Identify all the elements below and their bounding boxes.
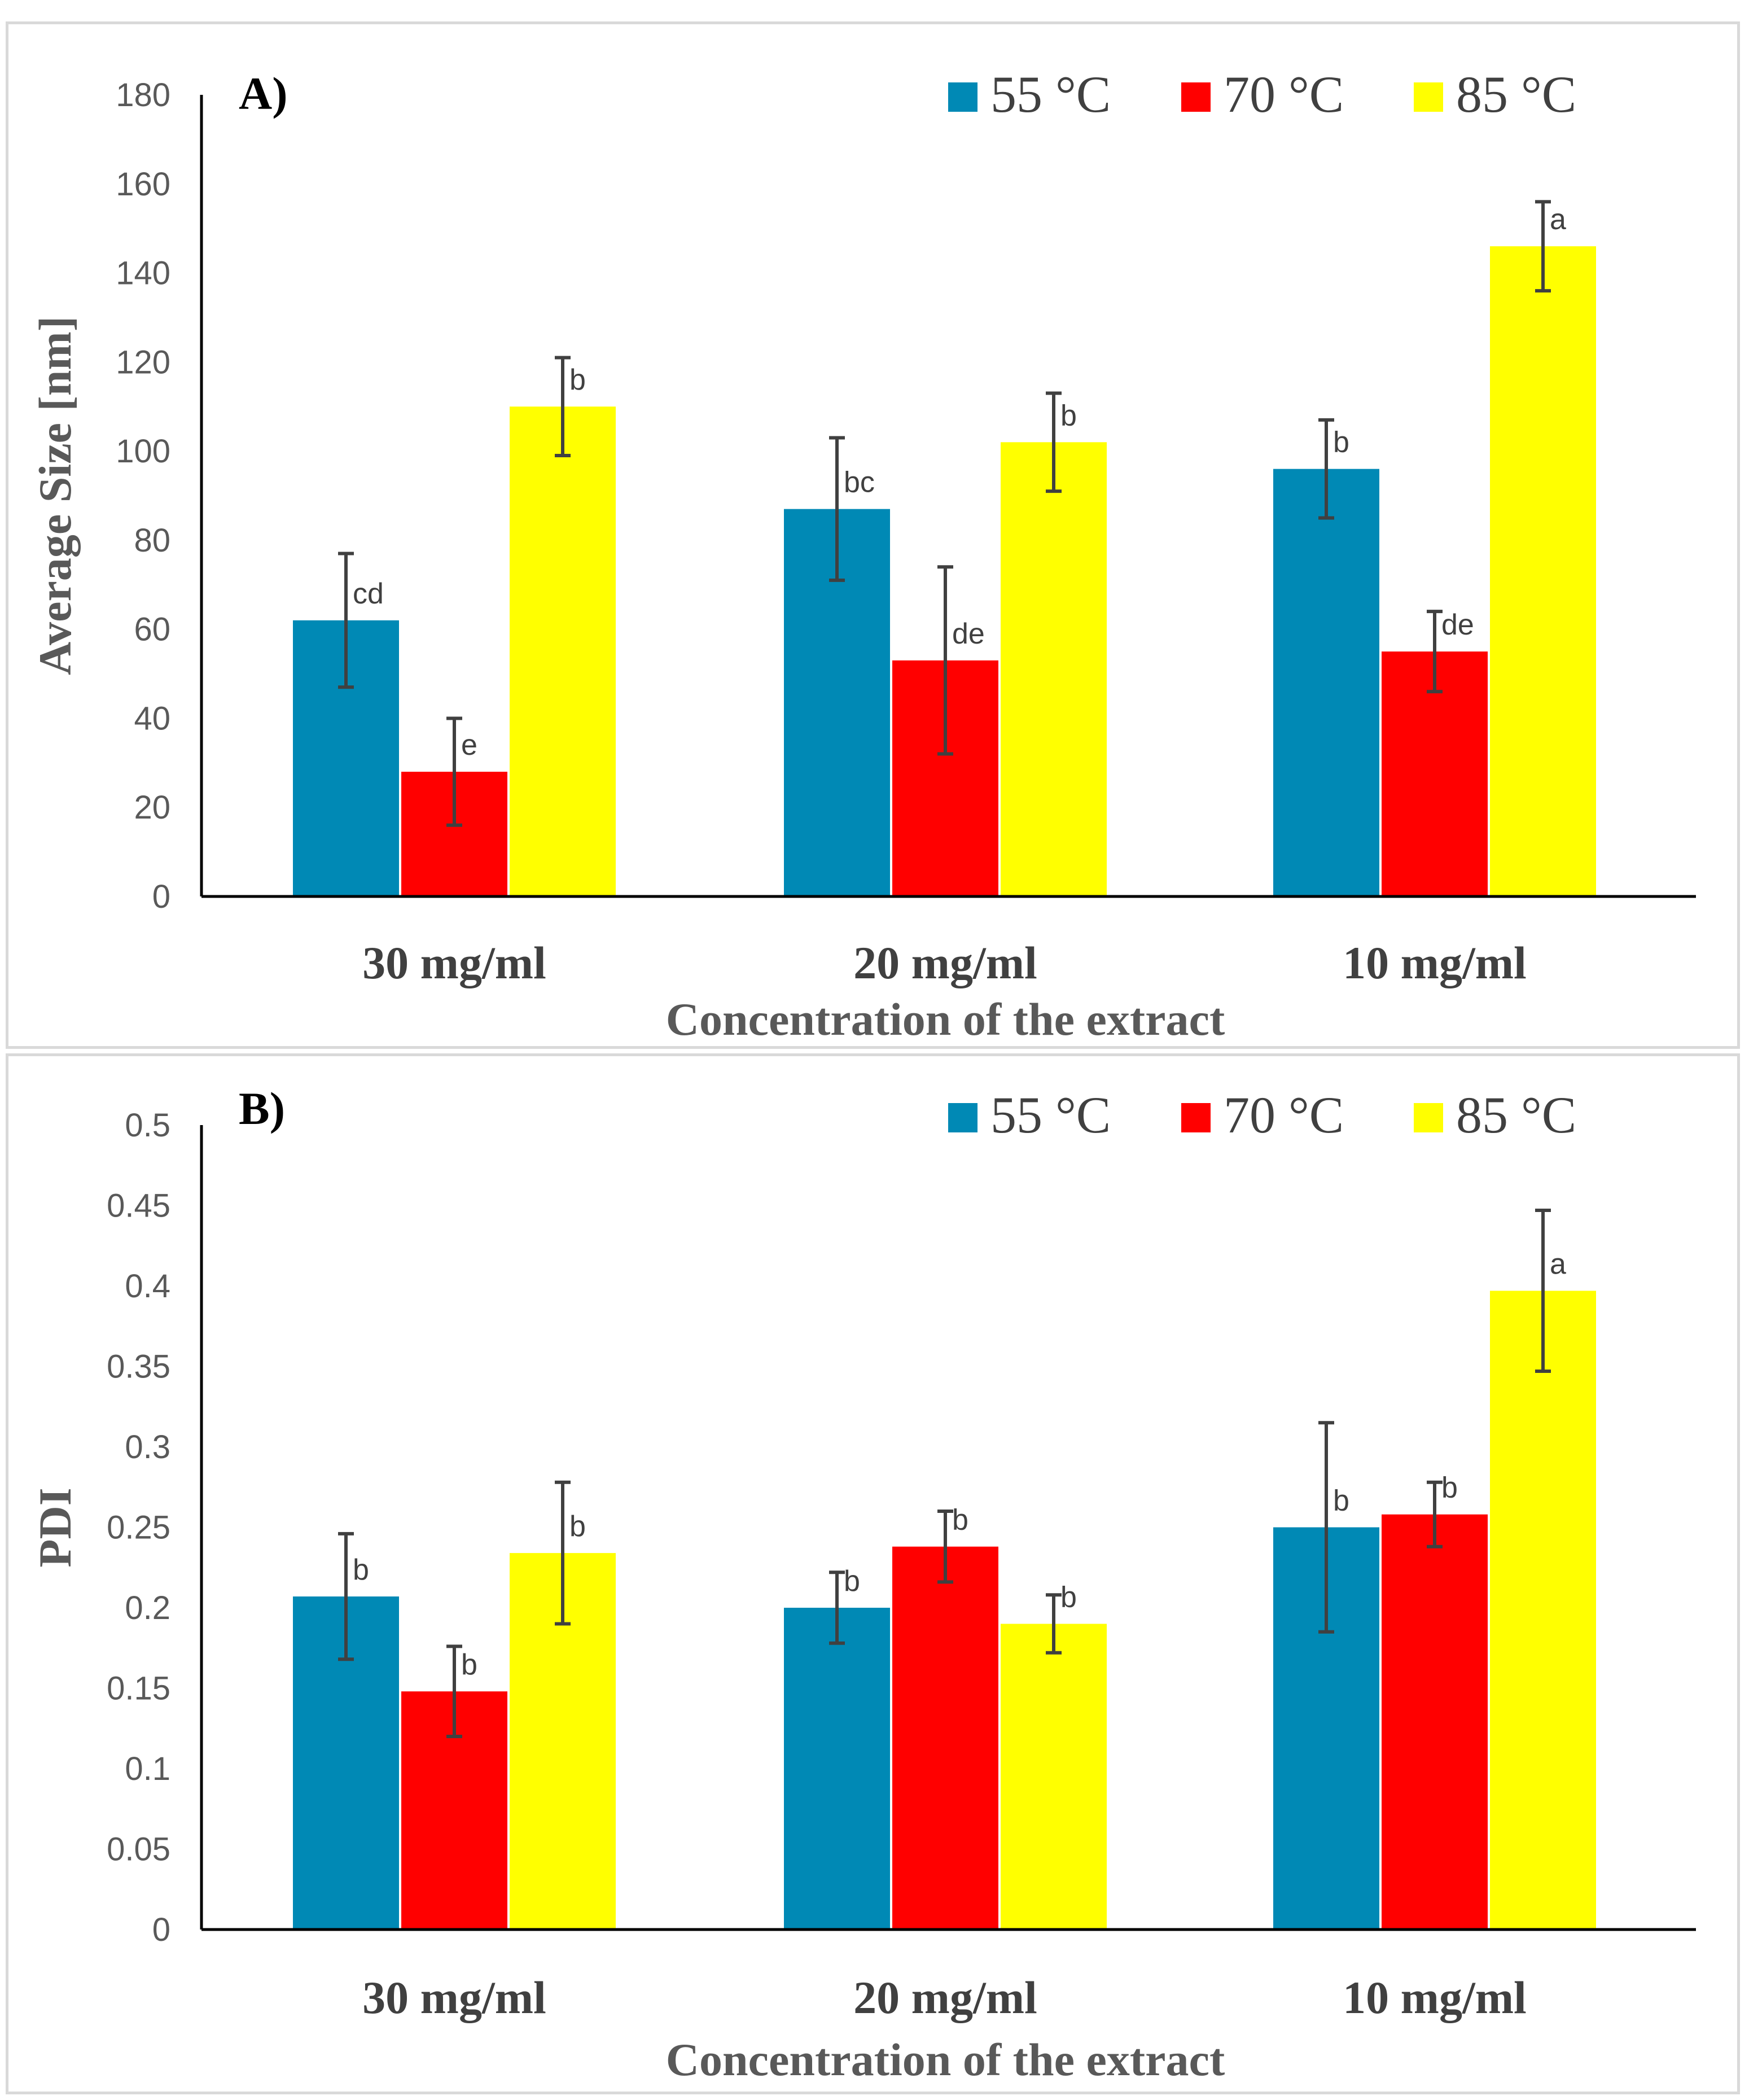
significance-label: b bbox=[353, 1554, 369, 1586]
significance-label: a bbox=[1550, 1248, 1566, 1281]
y-tick-label: 60 bbox=[134, 611, 170, 648]
category-label: 30 mg/ml bbox=[362, 1972, 546, 2023]
y-tick-label: 0.1 bbox=[125, 1751, 170, 1787]
bar-3-2 bbox=[1001, 442, 1107, 896]
legend-swatch bbox=[1181, 1103, 1211, 1132]
y-axis-title: PDI bbox=[29, 1488, 81, 1567]
category-label: 10 mg/ml bbox=[1343, 937, 1527, 988]
x-axis-title: Concentration of the extract bbox=[666, 2034, 1225, 2085]
significance-label: a bbox=[1550, 203, 1566, 236]
legend-label: 70 °C bbox=[1224, 1086, 1344, 1144]
category-label: 20 mg/ml bbox=[853, 937, 1037, 988]
significance-label: b bbox=[569, 1510, 586, 1543]
significance-label: b bbox=[1441, 1472, 1458, 1504]
y-tick-label: 0.45 bbox=[107, 1188, 170, 1224]
legend-label: 55 °C bbox=[990, 65, 1111, 123]
legend-label: 70 °C bbox=[1224, 65, 1344, 123]
panel-label: A) bbox=[239, 68, 288, 119]
significance-label: b bbox=[1333, 426, 1349, 459]
panel-a: 0 20 40 60 80 100 120 140 160 180 cd bc b e de de b b a 30 … bbox=[6, 21, 1740, 1049]
y-tick-label: 0.3 bbox=[125, 1429, 170, 1465]
legend-label: 55 °C bbox=[990, 1086, 1111, 1144]
y-tick-label: 0.25 bbox=[107, 1510, 170, 1546]
significance-label: bc bbox=[844, 466, 875, 499]
significance-label: b bbox=[461, 1648, 477, 1681]
bar-3-3 bbox=[1490, 246, 1596, 897]
significance-label: b bbox=[1060, 399, 1077, 432]
y-tick-label: 20 bbox=[134, 789, 170, 826]
y-tick-label: 140 bbox=[116, 255, 170, 292]
y-axis-title: Average Size [nm] bbox=[29, 316, 81, 675]
chart-b-svg: 0 0.05 0.1 0.15 0.2 0.25 0.3 0.35 0.4 0.45 0.5 b b b b… bbox=[29, 1083, 1696, 2085]
y-tick-label: 0.4 bbox=[125, 1268, 170, 1305]
panel-label: B) bbox=[239, 1083, 285, 1134]
y-tick-label: 0 bbox=[152, 878, 170, 915]
category-label: 10 mg/ml bbox=[1343, 1972, 1527, 2023]
significance-label: b bbox=[1333, 1485, 1349, 1517]
legend-label: 85 °C bbox=[1456, 65, 1576, 123]
significance-label: e bbox=[461, 729, 477, 762]
category-label: 20 mg/ml bbox=[853, 1972, 1037, 2023]
legend-label: 85 °C bbox=[1456, 1086, 1576, 1144]
x-axis-title: Concentration of the extract bbox=[666, 994, 1225, 1045]
legend-swatch bbox=[948, 82, 977, 112]
bar-3-3 bbox=[1490, 1290, 1596, 1930]
legend-swatch bbox=[1414, 1103, 1443, 1132]
y-tick-label: 0.15 bbox=[107, 1670, 170, 1707]
y-tick-label: 100 bbox=[116, 433, 170, 470]
bar-2-2 bbox=[892, 1546, 998, 1930]
significance-label: b bbox=[952, 1504, 968, 1537]
significance-label: b bbox=[844, 1565, 860, 1598]
category-label: 30 mg/ml bbox=[362, 937, 546, 988]
y-tick-label: 0.35 bbox=[107, 1349, 170, 1385]
significance-label: de bbox=[1441, 609, 1474, 641]
significance-label: b bbox=[569, 364, 586, 396]
bar-1-3 bbox=[1273, 469, 1379, 896]
y-tick-label: 40 bbox=[134, 700, 170, 737]
bar-1-2 bbox=[784, 1608, 890, 1930]
legend-swatch bbox=[948, 1103, 977, 1132]
y-tick-label: 160 bbox=[116, 166, 170, 203]
y-tick-label: 0.5 bbox=[125, 1107, 170, 1144]
y-tick-label: 80 bbox=[134, 522, 170, 559]
y-tick-label: 0.2 bbox=[125, 1590, 170, 1626]
bar-3-1 bbox=[510, 406, 616, 896]
significance-label: b bbox=[1060, 1581, 1077, 1614]
bar-2-3 bbox=[1382, 1514, 1488, 1930]
significance-label: de bbox=[952, 618, 985, 650]
chart-a-svg: 0 20 40 60 80 100 120 140 160 180 cd bc b e de de b b a 30 … bbox=[29, 65, 1696, 1045]
bar-3-2 bbox=[1001, 1624, 1107, 1930]
legend-swatch bbox=[1414, 82, 1443, 112]
y-tick-label: 0.05 bbox=[107, 1831, 170, 1868]
y-tick-label: 180 bbox=[116, 77, 170, 113]
significance-label: cd bbox=[353, 578, 384, 610]
y-tick-label: 0 bbox=[152, 1911, 170, 1948]
legend-swatch bbox=[1181, 82, 1211, 112]
panel-b: 0 0.05 0.1 0.15 0.2 0.25 0.3 0.35 0.4 0.45 0.5 b b b b… bbox=[6, 1053, 1740, 2094]
y-tick-label: 120 bbox=[116, 344, 170, 380]
